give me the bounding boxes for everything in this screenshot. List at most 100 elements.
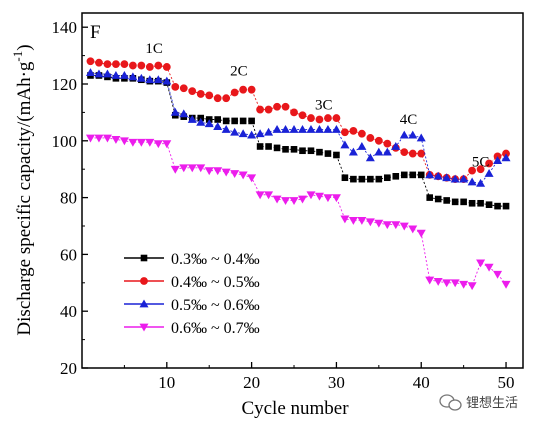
- data-point: [196, 90, 205, 98]
- y-tick-label: 120: [52, 75, 78, 94]
- data-point: [442, 279, 452, 288]
- data-point: [374, 136, 383, 145]
- data-point: [289, 197, 299, 205]
- data-point: [367, 175, 374, 183]
- y-axis-title: Discharge specific capacity/(mAh·g-1): [10, 44, 35, 335]
- data-point: [434, 195, 442, 203]
- data-point: [137, 61, 146, 70]
- x-tick-label: 50: [498, 373, 515, 392]
- y-tick-label: 60: [60, 245, 77, 264]
- data-point: [502, 202, 510, 210]
- rate-annotation: 5C: [472, 154, 490, 170]
- series-3: [85, 68, 511, 187]
- data-point: [468, 166, 477, 175]
- data-point: [450, 174, 460, 183]
- data-point: [255, 191, 265, 200]
- legend-marker: [139, 323, 149, 332]
- data-point: [324, 114, 332, 122]
- data-point: [324, 150, 332, 157]
- data-point: [484, 168, 494, 177]
- data-point: [102, 134, 112, 143]
- data-point: [485, 159, 493, 168]
- series-line: [90, 137, 507, 287]
- data-point: [298, 124, 307, 133]
- data-point: [323, 124, 333, 133]
- y-tick-label: 20: [60, 359, 77, 378]
- data-point: [128, 72, 138, 81]
- data-point: [460, 198, 467, 206]
- data-point: [357, 129, 366, 138]
- data-point: [204, 167, 214, 176]
- data-point: [408, 149, 417, 158]
- legend-marker: [139, 299, 149, 308]
- data-point: [459, 280, 469, 289]
- data-point: [281, 124, 291, 133]
- data-point: [86, 57, 95, 66]
- data-point: [365, 218, 375, 227]
- data-point: [239, 117, 247, 125]
- data-point: [102, 69, 112, 78]
- data-point: [119, 137, 129, 146]
- data-point: [171, 82, 180, 91]
- data-point: [94, 69, 104, 78]
- data-point: [238, 129, 248, 138]
- data-point: [425, 276, 435, 285]
- data-point: [391, 221, 401, 230]
- data-point: [417, 171, 425, 179]
- rate-annotation: 1C: [145, 41, 163, 57]
- data-point: [145, 63, 154, 71]
- data-point: [145, 75, 155, 84]
- data-point: [281, 197, 291, 205]
- rate-annotation: 2C: [230, 63, 248, 79]
- data-point: [357, 141, 367, 150]
- data-point: [136, 73, 146, 82]
- y-tick-label: 140: [52, 18, 78, 37]
- data-point: [196, 164, 206, 173]
- y-axis-title-sup: -1: [10, 51, 25, 62]
- data-point: [332, 114, 341, 122]
- data-point: [298, 195, 307, 204]
- data-point: [399, 222, 409, 231]
- data-point: [476, 165, 485, 174]
- data-point: [154, 61, 163, 70]
- data-point: [119, 70, 129, 79]
- data-point: [256, 143, 264, 150]
- data-point: [477, 199, 484, 207]
- data-point: [375, 175, 383, 183]
- data-point: [95, 58, 103, 67]
- data-point: [128, 138, 138, 147]
- data-point: [94, 134, 104, 143]
- watermark-text: 锂想生活: [466, 395, 518, 411]
- watermark: 锂想生活: [439, 394, 518, 411]
- y-tick-label: 100: [52, 132, 78, 151]
- legend: 0.3‰ ~ 0.4‰ 0.4‰ ~ 0.5‰ 0.5‰ ~ 0.6‰ 0.6‰ ~ …: [124, 251, 260, 337]
- data-point: [231, 117, 238, 125]
- data-point: [221, 124, 231, 133]
- data-point: [392, 173, 400, 180]
- data-point: [213, 94, 222, 103]
- data-point: [85, 134, 95, 143]
- legend-label: 0.4‰ ~ 0.5‰: [171, 274, 260, 291]
- data-point: [298, 111, 307, 120]
- data-point: [247, 130, 257, 139]
- data-point: [256, 105, 264, 114]
- data-point: [273, 144, 281, 152]
- data-point: [230, 88, 239, 97]
- data-point: [408, 130, 418, 139]
- data-point: [307, 114, 315, 122]
- data-point: [315, 115, 324, 124]
- x-tick-label: 30: [328, 373, 345, 392]
- data-point: [314, 124, 324, 133]
- data-point: [493, 270, 503, 279]
- data-point: [162, 140, 172, 149]
- data-point: [408, 225, 418, 234]
- data-point: [299, 147, 306, 155]
- data-point: [290, 146, 298, 153]
- data-point: [222, 94, 231, 103]
- data-point: [238, 171, 248, 180]
- plot-frame: [81, 12, 524, 369]
- rate-annotation: 4C: [400, 112, 418, 128]
- data-point: [467, 177, 477, 186]
- data-point: [179, 84, 188, 93]
- x-axis-title: Cycle number: [241, 398, 349, 419]
